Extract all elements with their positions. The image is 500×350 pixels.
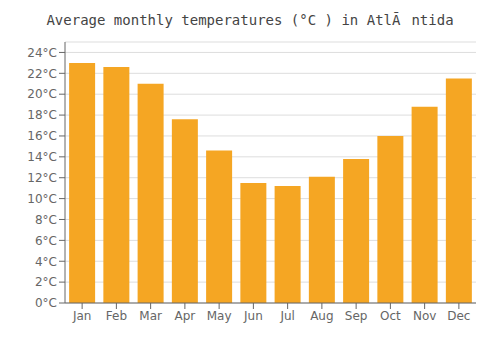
svg-text:10°C: 10°C xyxy=(27,192,57,206)
svg-text:Jan: Jan xyxy=(72,309,92,323)
html-text:Average monthly temperatures (: Average monthly temperatures (°C ) in At… xyxy=(46,12,454,28)
svg-text:12°C: 12°C xyxy=(27,171,57,185)
svg-text:Jul: Jul xyxy=(279,309,294,323)
svg-text:14°C: 14°C xyxy=(27,150,57,164)
svg-text:May: May xyxy=(207,309,232,323)
svg-text:18°C: 18°C xyxy=(27,108,57,122)
svg-text:Nov: Nov xyxy=(413,309,436,323)
svg-text:Oct: Oct xyxy=(380,309,401,323)
svg-text:Aug: Aug xyxy=(310,309,333,323)
svg-text:8°C: 8°C xyxy=(35,213,57,227)
svg-text:22°C: 22°C xyxy=(27,67,57,81)
svg-text:Sep: Sep xyxy=(345,309,368,323)
svg-text:Mar: Mar xyxy=(139,309,162,323)
svg-text:0°C: 0°C xyxy=(35,296,57,310)
svg-text:4°C: 4°C xyxy=(35,255,57,269)
svg-text:Dec: Dec xyxy=(447,309,470,323)
svg-text:2°C: 2°C xyxy=(35,275,57,289)
svg-text:Jun: Jun xyxy=(243,309,263,323)
svg-text:6°C: 6°C xyxy=(35,234,57,248)
svg-text:20°C: 20°C xyxy=(27,87,57,101)
svg-text:Feb: Feb xyxy=(106,309,127,323)
svg-text:24°C: 24°C xyxy=(27,46,57,60)
svg-text:16°C: 16°C xyxy=(27,129,57,143)
svg-text:Apr: Apr xyxy=(174,309,195,323)
